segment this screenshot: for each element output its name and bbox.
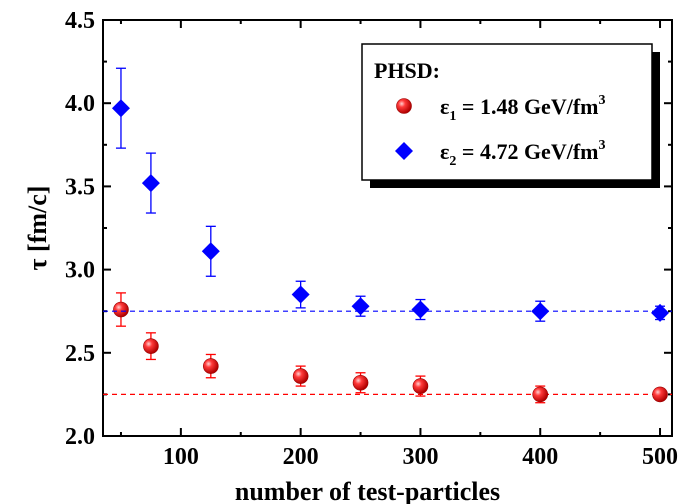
legend-label-series-1: ε1 = 1.48 GeV/fm3 — [440, 93, 605, 124]
legend-box — [361, 43, 653, 181]
series-1-point — [532, 386, 549, 403]
series-1-point — [203, 358, 219, 374]
x-tick-label: 100 — [163, 444, 199, 470]
series-1-point — [652, 386, 668, 403]
legend-marker-series-1 — [396, 98, 412, 114]
x-tick-label: 300 — [402, 444, 438, 470]
y-tick-label: 4.5 — [65, 8, 95, 34]
plot-layer: 2.0 2.5 3.0 3.5 4.0 4.5 100 200 300 400 500 number … — [23, 8, 678, 504]
series-1-point — [412, 378, 429, 394]
legend: PHSD:ε1 = 1.48 GeV/fm3 ε2 = 4.72 GeV/fm3 — [361, 43, 660, 188]
series-2-point — [111, 99, 130, 118]
series-2-point — [351, 297, 370, 316]
series-2-point — [531, 302, 550, 321]
series-1-point — [352, 374, 369, 391]
y-axis-title: τ [fm/c] — [23, 186, 52, 271]
y-tick-label: 4.0 — [65, 91, 95, 117]
legend-title: PHSD: — [374, 58, 440, 83]
x-tick-label: 200 — [283, 444, 319, 470]
series-2-point — [291, 285, 310, 304]
y-tick-label: 3.5 — [65, 174, 95, 200]
y-tick-label: 3.0 — [65, 258, 95, 284]
x-tick-label: 500 — [642, 444, 678, 470]
legend-marker-series-2 — [395, 142, 413, 160]
y-tick-label: 2.5 — [65, 341, 95, 367]
y-tick-label: 2.0 — [65, 424, 95, 450]
series-1-point — [113, 301, 129, 318]
series-1-point — [143, 338, 159, 354]
x-tick-label: 400 — [522, 444, 558, 470]
series-2-point — [201, 242, 220, 261]
x-axis-title: number of test-particles — [235, 477, 500, 504]
legend-label-series-2: ε2 = 4.72 GeV/fm3 — [440, 138, 605, 169]
series-2-point — [141, 174, 160, 193]
series-1-point — [292, 368, 309, 384]
series-2-point — [411, 300, 430, 319]
series-2-point — [651, 303, 670, 322]
